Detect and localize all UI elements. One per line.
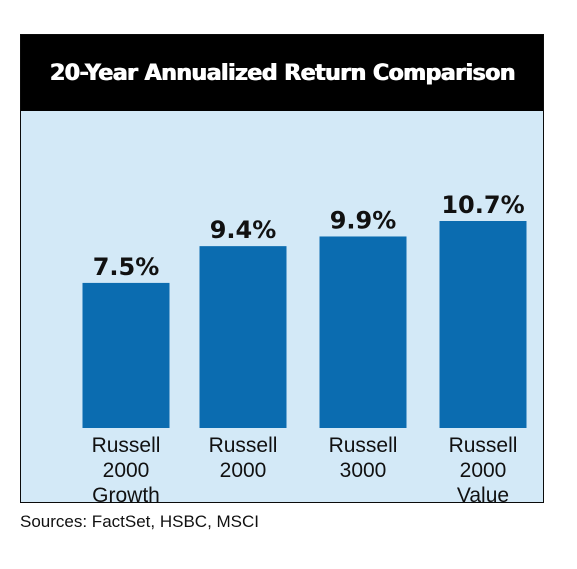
- category-label-line: 3000: [340, 459, 387, 482]
- data-label-3: 10.7%: [441, 191, 524, 219]
- bar-3: [439, 221, 527, 428]
- bar-1: [199, 246, 287, 428]
- category-label-line: Russell: [92, 434, 161, 457]
- category-label-3: Russell 2000 Value: [449, 434, 518, 502]
- chart-panel: 20-Year Annualized Return Comparison 7.5…: [20, 34, 544, 503]
- category-label-2: Russell 3000: [329, 434, 398, 482]
- category-label-line: Value: [457, 484, 509, 502]
- data-label-0: 7.5%: [93, 253, 160, 281]
- category-label-0: Russell 2000 Growth: [92, 434, 161, 502]
- chart-title: 20-Year Annualized Return Comparison: [49, 60, 515, 86]
- bar-0: [82, 282, 170, 428]
- data-label-2: 9.9%: [330, 206, 397, 234]
- data-label-1: 9.4%: [210, 216, 277, 244]
- category-label-line: 2000: [103, 459, 150, 482]
- chart-title-bar: 20-Year Annualized Return Comparison: [21, 35, 543, 111]
- category-label-line: Growth: [92, 484, 160, 502]
- bar-2: [319, 236, 407, 428]
- category-label-line: Russell: [209, 434, 278, 457]
- category-label-line: 2000: [460, 459, 507, 482]
- category-label-line: Russell: [449, 434, 518, 457]
- category-label-1: Russell 2000: [209, 434, 278, 482]
- source-note: Sources: FactSet, HSBC, MSCI: [20, 512, 260, 531]
- category-label-line: 2000: [220, 459, 267, 482]
- category-label-line: Russell: [329, 434, 398, 457]
